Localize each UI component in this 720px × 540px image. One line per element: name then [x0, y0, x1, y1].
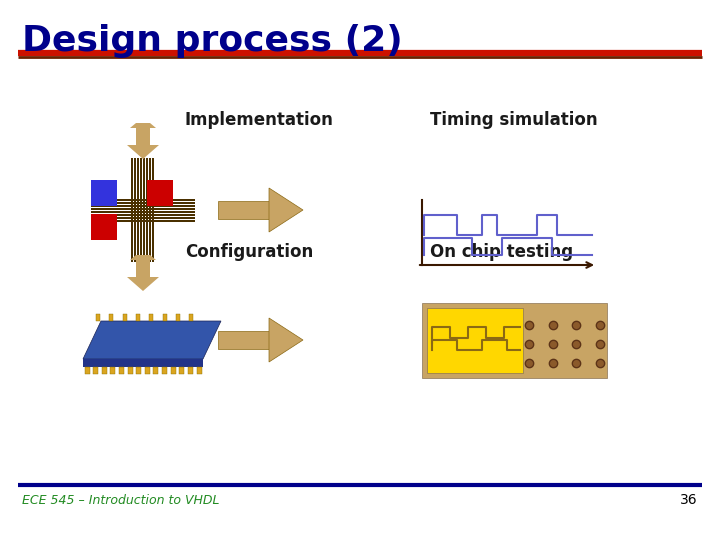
Bar: [122, 314, 127, 321]
Bar: [91, 214, 195, 216]
Polygon shape: [150, 123, 156, 128]
Bar: [109, 314, 113, 321]
Polygon shape: [127, 145, 159, 159]
Polygon shape: [130, 123, 136, 128]
Bar: [218, 201, 269, 219]
Bar: [102, 367, 107, 374]
Bar: [147, 180, 173, 206]
Bar: [91, 202, 195, 204]
Bar: [137, 158, 139, 262]
Bar: [162, 367, 167, 374]
Polygon shape: [269, 318, 303, 362]
Text: Timing simulation: Timing simulation: [430, 111, 598, 129]
Bar: [163, 314, 166, 321]
Bar: [136, 255, 150, 277]
Bar: [110, 367, 115, 374]
Bar: [149, 158, 151, 262]
Bar: [119, 367, 124, 374]
Bar: [176, 314, 180, 321]
Polygon shape: [83, 359, 203, 367]
Bar: [140, 158, 142, 262]
Text: Implementation: Implementation: [185, 111, 334, 129]
Bar: [143, 158, 145, 262]
Polygon shape: [83, 321, 221, 359]
Bar: [136, 123, 150, 145]
Bar: [153, 367, 158, 374]
Bar: [127, 367, 132, 374]
Bar: [91, 205, 195, 207]
Bar: [93, 367, 98, 374]
Bar: [146, 158, 148, 262]
Bar: [189, 314, 194, 321]
Bar: [134, 158, 136, 262]
Bar: [171, 367, 176, 374]
Bar: [84, 367, 89, 374]
Bar: [149, 314, 153, 321]
Bar: [136, 314, 140, 321]
Text: Configuration: Configuration: [185, 243, 313, 261]
Bar: [131, 158, 133, 262]
Bar: [152, 158, 154, 262]
Text: On chip testing: On chip testing: [430, 243, 573, 261]
Bar: [218, 331, 269, 349]
Bar: [422, 302, 607, 377]
Polygon shape: [150, 255, 156, 260]
Bar: [197, 367, 202, 374]
Polygon shape: [130, 255, 136, 260]
Polygon shape: [269, 188, 303, 232]
Bar: [96, 314, 100, 321]
Text: 36: 36: [680, 493, 698, 507]
Text: ECE 545 – Introduction to VHDL: ECE 545 – Introduction to VHDL: [22, 494, 220, 507]
Bar: [91, 208, 195, 210]
Bar: [179, 367, 184, 374]
Bar: [91, 214, 117, 240]
Bar: [145, 367, 150, 374]
Bar: [136, 367, 141, 374]
Bar: [91, 217, 195, 219]
Bar: [427, 307, 523, 373]
Bar: [188, 367, 193, 374]
Bar: [91, 199, 195, 201]
Bar: [91, 211, 195, 213]
Bar: [91, 220, 195, 222]
Text: Design process (2): Design process (2): [22, 24, 402, 58]
Polygon shape: [127, 277, 159, 291]
Bar: [91, 180, 117, 206]
